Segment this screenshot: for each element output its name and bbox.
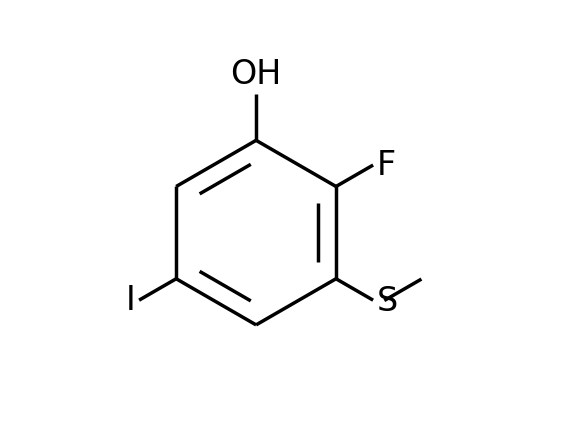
Text: F: F [376, 149, 396, 181]
Text: S: S [377, 285, 398, 318]
Text: OH: OH [231, 58, 282, 91]
Text: I: I [126, 284, 136, 317]
